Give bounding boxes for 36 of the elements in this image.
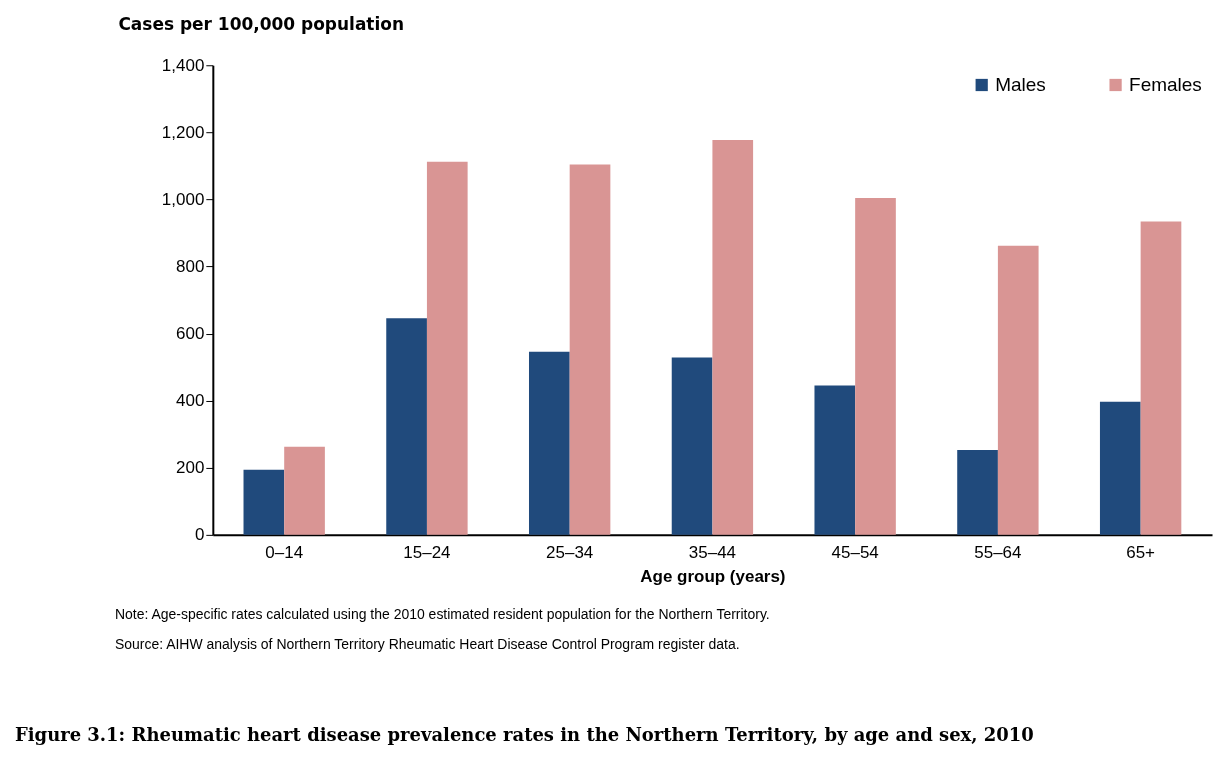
x-axis-title: Age group (years) [640, 567, 786, 587]
x-tick-label: 25–34 [546, 543, 594, 563]
y-tick-label: 1,200 [161, 122, 205, 142]
y-axis-title: Cases per 100,000 population [118, 13, 405, 34]
bar [814, 385, 856, 535]
y-tick-label: 1,400 [161, 55, 205, 75]
bar [1099, 401, 1141, 535]
y-tick-label: 0 [194, 525, 205, 545]
y-tick-label: 600 [176, 324, 205, 344]
bar [957, 450, 998, 535]
legend-label: Females [1129, 73, 1202, 95]
bar [569, 164, 611, 535]
x-tick-label: 35–44 [688, 543, 737, 563]
bar [529, 351, 570, 535]
source-note: Source: AIHW analysis of Northern Territory Rheumatic Heart Disease Control Program register data. [114, 635, 740, 652]
bar [997, 245, 1039, 535]
x-tick-label: 0–14 [265, 543, 304, 563]
x-tick-label: 15–24 [403, 543, 451, 563]
bar [712, 140, 754, 535]
bar [426, 161, 468, 535]
bar [243, 469, 285, 535]
y-tick-label: 200 [176, 458, 205, 478]
x-tick-label: 45–54 [831, 543, 879, 563]
legend-label: Males [995, 73, 1046, 95]
text: Note: Age-specific rates calculated using the 2010 estimated resident population for the Northern Territory. [114, 605, 770, 622]
y-tick-label: 800 [176, 257, 205, 277]
y-tick-label: 1,000 [161, 189, 205, 209]
x-tick-label: 65+ [1126, 543, 1156, 563]
bar [386, 318, 427, 535]
bar [671, 357, 713, 535]
text: Figure 3.1: Rheumatic heart disease prevalence rates in the Northern Territory, by age and sex, 2010 [14, 723, 1034, 745]
x-tick-label: 55–64 [974, 543, 1022, 563]
bar [284, 446, 325, 535]
bar [855, 198, 896, 535]
bar [1140, 221, 1182, 535]
y-tick-label: 400 [176, 391, 205, 411]
